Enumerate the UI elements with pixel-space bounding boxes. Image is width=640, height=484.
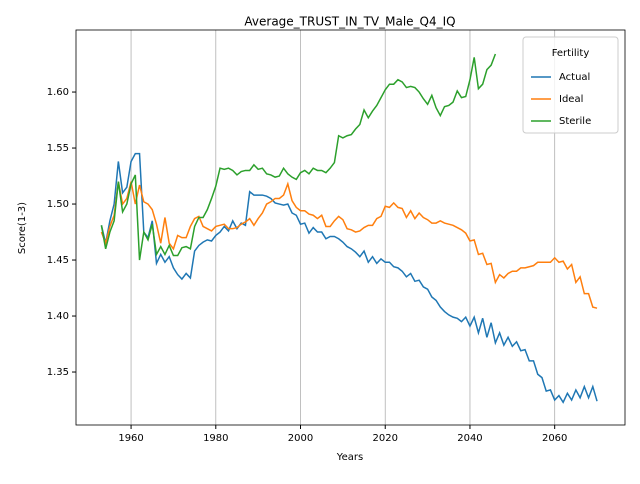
legend-label: Sterile — [559, 116, 591, 127]
x-tick-label: 1980 — [203, 433, 228, 444]
legend-label: Ideal — [559, 94, 583, 105]
x-tick-label: 2020 — [373, 433, 398, 444]
y-tick-label: 1.40 — [47, 311, 69, 322]
legend-label: Actual — [559, 72, 590, 83]
y-tick-label: 1.55 — [47, 143, 69, 154]
y-axis-label: Score(1-3) — [17, 202, 28, 254]
data-line — [100, 53, 497, 261]
x-tick-label: 2000 — [288, 433, 313, 444]
plot-frame — [75, 29, 626, 426]
x-tick-label: 2060 — [542, 433, 567, 444]
chart-title: Average_TRUST_IN_TV_Male_Q4_IQ — [244, 15, 455, 29]
data-line — [100, 152, 598, 404]
x-axis-label: Years — [336, 452, 363, 463]
y-tick-label: 1.45 — [47, 255, 69, 266]
y-tick-label: 1.35 — [47, 367, 69, 378]
y-tick-label: 1.50 — [47, 199, 69, 210]
x-tick-label: 2040 — [457, 433, 482, 444]
legend-box — [522, 36, 619, 134]
y-tick-label: 1.60 — [47, 87, 69, 98]
legend-title: Fertility — [552, 48, 590, 59]
x-tick-label: 1960 — [118, 433, 143, 444]
data-line — [100, 181, 598, 309]
